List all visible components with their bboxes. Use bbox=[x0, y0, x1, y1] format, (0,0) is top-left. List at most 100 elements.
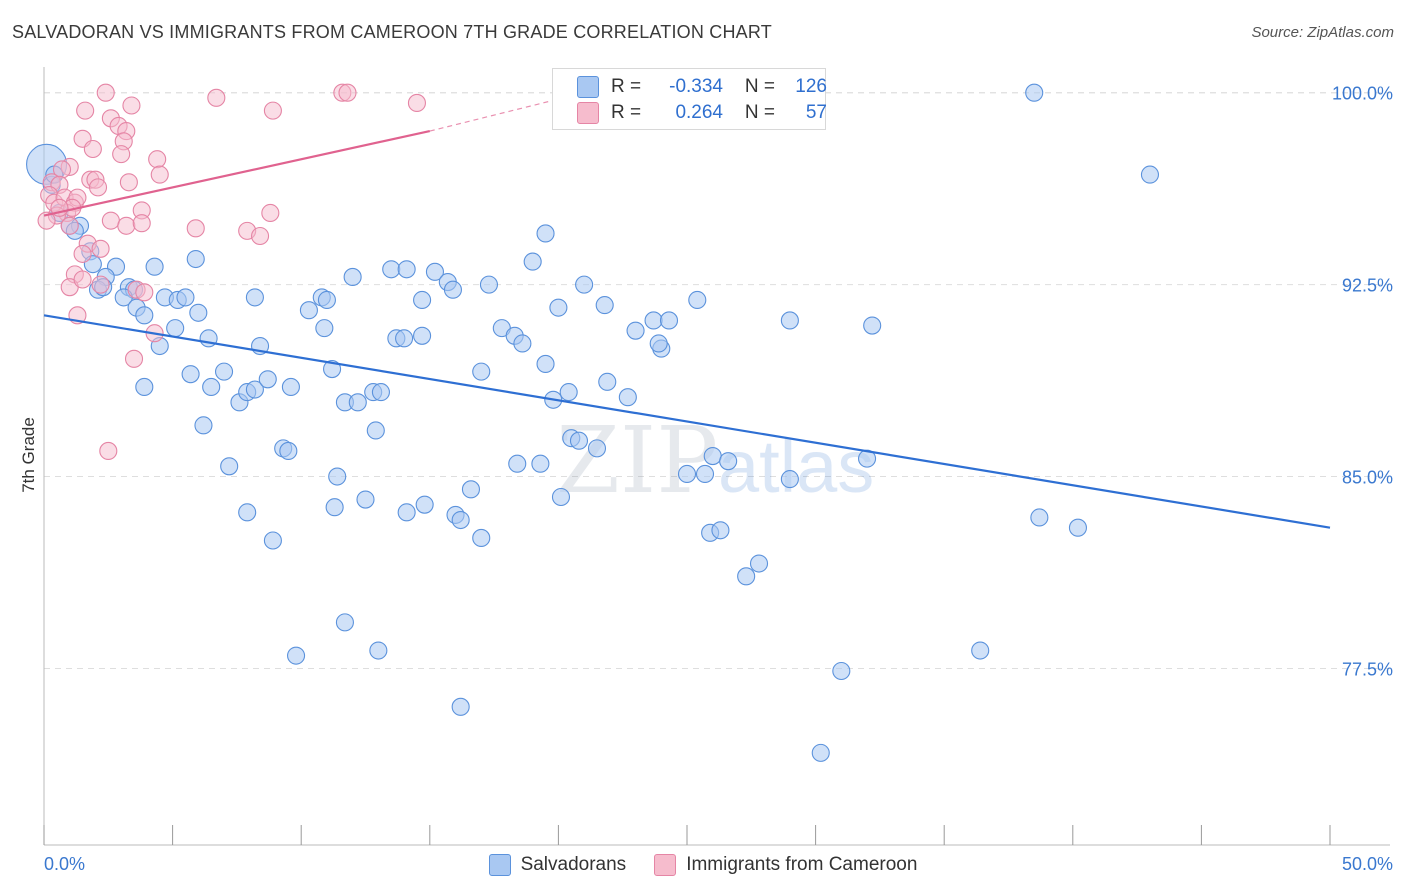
salvadoran-point bbox=[413, 290, 432, 310]
cameroon-point bbox=[112, 145, 131, 164]
salvadoran-point bbox=[551, 487, 571, 507]
cameroon-point bbox=[338, 83, 357, 102]
salvadoran-point bbox=[281, 377, 300, 397]
salvadoran-point bbox=[531, 454, 550, 473]
salvadoran-point bbox=[479, 275, 499, 294]
salvadoran-point bbox=[857, 449, 877, 468]
cameroon-point bbox=[83, 139, 102, 159]
legend-swatch-blue bbox=[488, 854, 511, 876]
y-tick-label: 100.0% bbox=[1332, 84, 1393, 104]
n-label: N = bbox=[744, 76, 775, 97]
salvadoran-point bbox=[356, 490, 375, 509]
cameroon-point bbox=[148, 150, 167, 169]
cameroon-point bbox=[37, 211, 56, 230]
salvadoran-point bbox=[737, 567, 756, 586]
salvadoran-point bbox=[719, 452, 738, 471]
salvadoran-point bbox=[1068, 518, 1087, 537]
cameroon-point bbox=[101, 211, 120, 230]
watermark-zip: ZIP bbox=[556, 407, 718, 514]
salvadoran-point bbox=[832, 661, 851, 681]
cameroon-point bbox=[186, 219, 205, 238]
n-label: N = bbox=[744, 102, 775, 123]
stats-box: R = -0.334 N = 126 R = 0.264 N = 57 bbox=[552, 68, 827, 130]
salvadoran-point bbox=[299, 301, 318, 320]
legend-item-salvadorans[interactable]: Salvadorans bbox=[488, 854, 626, 876]
salvadoran-point bbox=[245, 288, 264, 307]
salvadoran-point bbox=[536, 354, 555, 373]
n-value: 57 bbox=[805, 102, 827, 123]
salvadoran-point bbox=[425, 262, 444, 281]
salvadoran-point bbox=[1025, 83, 1044, 102]
cameroon-point bbox=[117, 216, 136, 235]
n-value: 126 bbox=[795, 76, 827, 97]
salvadoran-point bbox=[451, 697, 470, 716]
r-value: 0.264 bbox=[675, 102, 723, 123]
pink-swatch bbox=[577, 102, 599, 124]
salvadoran-point bbox=[472, 362, 491, 381]
blue-swatch bbox=[577, 76, 599, 98]
salvadoran-point bbox=[202, 377, 221, 397]
salvadoran-point bbox=[711, 521, 730, 540]
salvadoran-point bbox=[194, 416, 213, 435]
salvadoran-point bbox=[587, 439, 607, 458]
salvadoran-point bbox=[263, 531, 282, 550]
salvadoran-point bbox=[508, 454, 527, 473]
salvadoran-point bbox=[523, 252, 542, 271]
salvadoran-point bbox=[703, 447, 722, 466]
cameroon-point bbox=[207, 88, 226, 107]
cameroon-point bbox=[91, 275, 110, 294]
salvadoran-point bbox=[415, 495, 434, 514]
salvadoran-point bbox=[513, 334, 532, 353]
salvadoran-point bbox=[598, 372, 617, 391]
legend-swatch-pink bbox=[654, 854, 677, 876]
salvadoran-point bbox=[382, 260, 401, 279]
salvadoran-point bbox=[328, 467, 347, 486]
cameroon-point bbox=[124, 349, 144, 368]
salvadoran-point bbox=[644, 311, 663, 330]
cameroon-points bbox=[37, 83, 426, 460]
cameroon-point bbox=[73, 244, 92, 263]
cameroon-point bbox=[76, 101, 95, 120]
salvadoran-point bbox=[472, 528, 491, 547]
x-tick-label: 50.0% bbox=[1342, 854, 1393, 874]
stats-row-cameroon: R = 0.264 N = 57 bbox=[577, 100, 827, 126]
salvadoran-point bbox=[397, 260, 416, 279]
x-tick-label: 0.0% bbox=[44, 854, 85, 874]
legend-label: Immigrants from Cameroon bbox=[686, 854, 918, 875]
cameroon-point bbox=[91, 239, 110, 258]
cameroon-point bbox=[119, 173, 138, 192]
cameroon-point bbox=[250, 226, 270, 246]
salvadoran-point bbox=[258, 370, 277, 389]
salvadorans-trend-line bbox=[43, 314, 1331, 529]
salvadoran-point bbox=[335, 613, 354, 632]
salvadoran-point bbox=[279, 441, 298, 460]
salvadoran-point bbox=[811, 743, 830, 762]
salvadoran-point bbox=[549, 298, 568, 317]
salvadoran-point bbox=[971, 641, 990, 660]
salvadoran-point bbox=[618, 388, 637, 407]
cameroon-point bbox=[99, 441, 118, 460]
salvadoran-point bbox=[677, 464, 697, 484]
salvadoran-point bbox=[369, 641, 388, 660]
tick-labels: 100.0% 92.5% 85.0% 77.5% 0.0% 50.0% bbox=[44, 84, 1393, 874]
r-label: R = bbox=[611, 102, 642, 123]
salvadoran-point bbox=[863, 316, 882, 335]
salvadoran-point bbox=[659, 311, 679, 330]
salvadoran-point bbox=[780, 311, 799, 330]
r-label: R = bbox=[611, 76, 642, 97]
legend: Salvadorans Immigrants from Cameroon bbox=[0, 850, 1406, 880]
salvadoran-point bbox=[649, 334, 668, 353]
salvadoran-point bbox=[315, 319, 334, 338]
cameroon-point bbox=[122, 96, 141, 115]
salvadoran-point bbox=[451, 510, 470, 530]
salvadoran-point bbox=[1140, 165, 1160, 184]
legend-item-cameroon[interactable]: Immigrants from Cameroon bbox=[654, 854, 917, 876]
salvadoran-point bbox=[397, 503, 416, 522]
salvadoran-point bbox=[186, 249, 205, 269]
salvadoran-point bbox=[461, 480, 481, 499]
cameroon-point bbox=[150, 165, 169, 184]
y-tick-label: 85.0% bbox=[1342, 468, 1393, 488]
y-tick-label: 92.5% bbox=[1342, 276, 1393, 296]
watermark: ZIP atlas bbox=[556, 407, 874, 514]
cameroon-trend-line bbox=[43, 130, 431, 217]
